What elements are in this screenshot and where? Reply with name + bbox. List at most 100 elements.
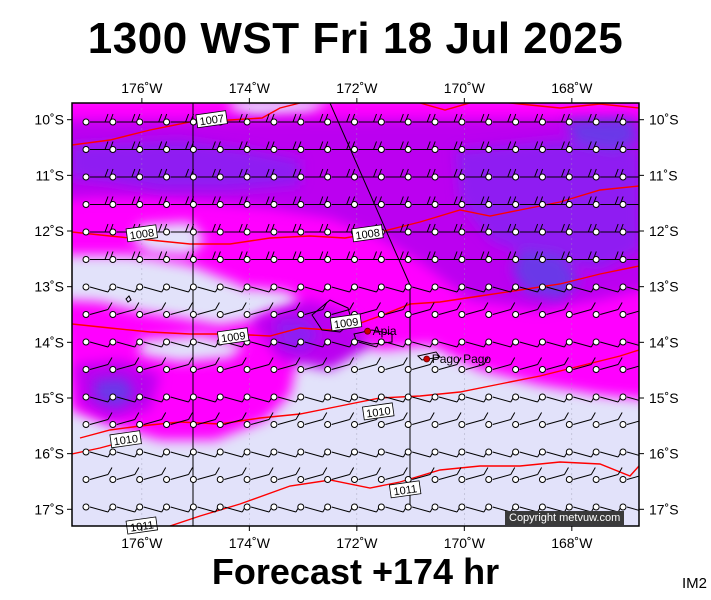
wind-barb — [565, 283, 596, 293]
wind-barb — [619, 228, 639, 236]
lat-label-right: 12˚S — [649, 223, 679, 239]
wind-barb — [485, 412, 516, 428]
wind-barb — [377, 113, 409, 126]
isobar-label: 1007 — [195, 110, 228, 128]
wind-barb — [243, 196, 275, 208]
wind-barb — [619, 201, 639, 208]
corner-tag: IM2 — [681, 575, 707, 592]
svg-text:1010: 1010 — [113, 433, 139, 448]
wind-barb — [431, 302, 462, 318]
wind-barb — [270, 141, 302, 153]
wind-barb — [565, 412, 596, 428]
wind-barb — [538, 113, 570, 126]
svg-text:1010: 1010 — [366, 405, 392, 420]
wind-barb — [485, 141, 517, 153]
wind-barb — [351, 141, 382, 153]
boundary-line-diagonal — [329, 103, 411, 286]
wind-barb — [619, 338, 639, 346]
isobar-label: 1009 — [329, 313, 363, 331]
wind-barb — [270, 448, 301, 458]
axes: 176˚W 176˚W 174˚W 174˚W 172˚W 172˚W 170˚W 170˚W… — [34, 80, 678, 551]
svg-text:Pago Pago: Pago Pago — [432, 352, 492, 366]
wind-barb — [458, 357, 489, 373]
wind-barb — [136, 357, 167, 373]
wind-barb — [216, 223, 248, 236]
isobar-1007-b — [419, 103, 639, 111]
wind-barb — [270, 467, 301, 483]
lon-label-top: 170˚W — [444, 80, 486, 96]
wind-barb — [377, 503, 408, 513]
lat-label-left: 17˚S — [34, 501, 64, 517]
wind-barb — [538, 467, 569, 483]
lon-label-bottom: 176˚W — [121, 535, 163, 551]
wind-barb — [404, 302, 435, 318]
wind-barb — [136, 448, 167, 458]
wind-barb — [512, 302, 543, 318]
wind-barb — [619, 448, 639, 456]
chart-title: 1300 WST Fri 18 Jul 2025 — [87, 14, 624, 63]
wind-barb — [189, 467, 220, 483]
wind-barb — [109, 168, 141, 181]
wind-barb — [324, 338, 355, 348]
wind-barb — [404, 412, 435, 428]
wind-barb — [592, 302, 623, 318]
wind-barb — [565, 168, 597, 181]
wind-barb — [377, 393, 408, 403]
wind-barb — [216, 467, 247, 483]
lat-label-right: 11˚S — [649, 167, 678, 183]
wind-barb — [538, 223, 570, 236]
wind-barb — [216, 251, 248, 263]
svg-text:1009: 1009 — [333, 316, 359, 331]
rain-gap-center — [205, 288, 300, 318]
wind-barb — [512, 412, 543, 428]
wind-barb — [82, 448, 113, 458]
wind-barb — [592, 141, 624, 153]
wind-barbs — [82, 113, 639, 513]
wind-barb — [189, 283, 220, 293]
wind-barb — [136, 302, 167, 318]
wind-barb — [404, 141, 436, 153]
wind-barb — [377, 302, 408, 318]
place-markers: Apia Pago Pago — [364, 324, 492, 366]
wind-barb — [512, 357, 543, 373]
lon-label-top: 174˚W — [229, 80, 271, 96]
wind-barb — [351, 251, 382, 263]
wind-barb — [243, 141, 275, 153]
wind-barb — [565, 302, 596, 318]
wind-barb — [216, 196, 248, 208]
wind-barb — [377, 467, 408, 483]
lat-label-right: 10˚S — [649, 112, 679, 128]
wind-barb — [619, 283, 639, 291]
wind-barb — [485, 251, 517, 263]
wind-barb — [163, 302, 193, 318]
wind-barb — [163, 357, 193, 373]
isobar-label: 1010 — [109, 430, 142, 448]
wind-barb — [512, 113, 544, 126]
wind-barb — [431, 223, 463, 236]
wind-barb — [109, 113, 141, 126]
wind-barb — [538, 412, 569, 428]
wind-barb — [351, 467, 381, 483]
wind-barb — [297, 503, 328, 513]
wind-barb — [565, 223, 597, 236]
wind-barb — [270, 357, 301, 373]
lat-label-right: 17˚S — [649, 501, 679, 517]
wind-barb — [297, 302, 328, 318]
wind-barb — [377, 357, 408, 373]
wind-barb — [565, 467, 596, 483]
wind-barb — [538, 302, 569, 318]
place-marker: Pago Pago — [423, 352, 492, 366]
wind-barb — [512, 141, 544, 153]
wind-barb — [565, 357, 596, 373]
wind-barb — [270, 283, 301, 293]
svg-text:1008: 1008 — [129, 227, 155, 242]
wind-barb — [109, 357, 140, 373]
wind-barb — [351, 448, 381, 458]
wind-barb — [431, 251, 463, 263]
isobar-label: 1010 — [362, 402, 395, 421]
isobar-label: 1009 — [216, 327, 250, 345]
wind-barb — [404, 467, 435, 483]
wind-barb — [351, 168, 382, 181]
wind-barb — [619, 173, 639, 181]
wind-barb — [189, 196, 221, 208]
